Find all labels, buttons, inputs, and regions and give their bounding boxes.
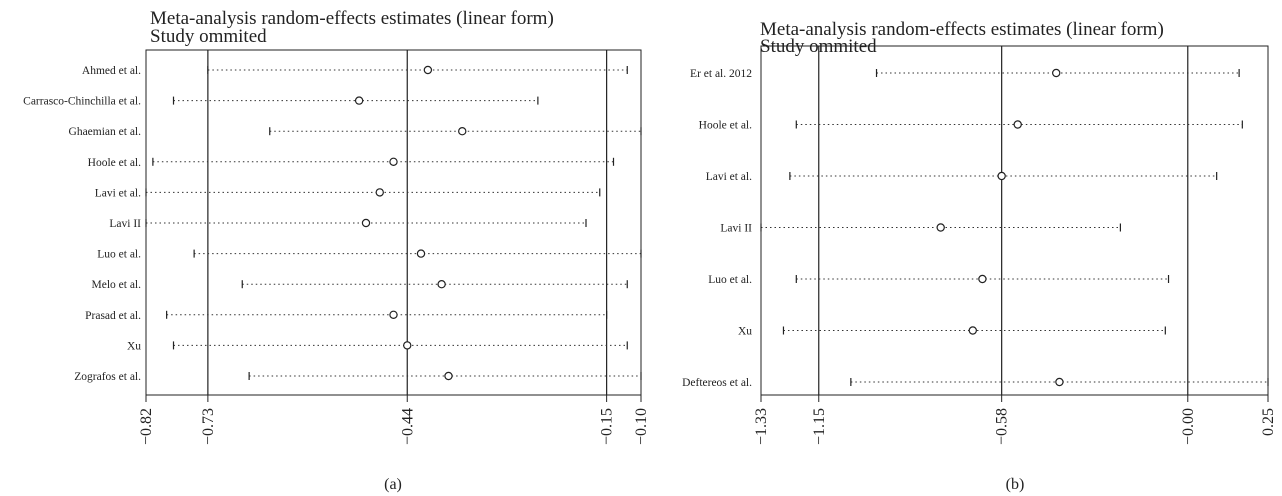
study-label: Xu [738, 326, 752, 338]
point-estimate [389, 310, 398, 319]
point-estimate [444, 371, 453, 381]
study-label: Xu [127, 340, 141, 352]
study-label: Lavi II [109, 218, 141, 230]
study-label: Lavi II [720, 223, 752, 235]
point-estimate [416, 249, 426, 258]
tick-label: −0.00 [1180, 408, 1197, 445]
tick-label: −1.15 [811, 408, 828, 445]
study-label: Zografos et al. [74, 371, 141, 383]
tick-label: −1.33 [753, 408, 770, 445]
point-estimate [1055, 377, 1064, 387]
study-label: Luo et al. [97, 249, 141, 261]
point-estimate [1052, 68, 1061, 78]
point-estimate [458, 126, 467, 136]
point-estimate [968, 326, 977, 335]
plot-frame [760, 45, 1269, 396]
study-label: Hoole et al. [88, 157, 141, 169]
chart-subtitle: Study ommited [150, 26, 267, 47]
tick-label: −0.73 [200, 408, 217, 445]
study-label: Deftereos et al. [682, 377, 752, 389]
study-label: Ghaemian et al. [69, 126, 142, 138]
tick-label: −0.44 [399, 408, 416, 445]
study-label: Lavi et al. [706, 171, 752, 183]
point-estimate [1013, 120, 1022, 129]
study-label: Er et al. 2012 [690, 68, 752, 80]
panel-label: (a) [384, 476, 402, 493]
point-estimate [389, 157, 398, 166]
study-label: Luo et al. [708, 274, 752, 286]
tick-label: −0.15 [599, 408, 616, 445]
study-label: Melo et al. [92, 279, 142, 291]
point-estimate [423, 65, 433, 75]
study-label: Hoole et al. [699, 120, 752, 132]
point-estimate [437, 280, 446, 289]
forest-panel-2: Meta-analysis random-effects estimates (… [682, 19, 1277, 493]
point-estimate [978, 274, 987, 284]
study-label: Prasad et al. [85, 310, 141, 322]
study-label: Carrasco-Chinchilla et al. [23, 96, 141, 108]
point-estimate [354, 96, 364, 105]
tick-label: 0.25 [1260, 408, 1277, 436]
point-estimate [403, 341, 412, 350]
study-label: Lavi et al. [95, 187, 141, 199]
forest-panel-1: Meta-analysis random-effects estimates (… [23, 8, 650, 493]
tick-label: −0.58 [994, 408, 1011, 445]
point-estimate [997, 171, 1006, 181]
point-estimate [375, 188, 384, 197]
tick-label: −0.10 [633, 408, 650, 445]
tick-label: −0.82 [138, 408, 155, 445]
point-estimate [361, 218, 371, 228]
chart-title: Meta-analysis random-effects estimates (… [150, 8, 554, 29]
point-estimate [936, 223, 945, 232]
chart-title: Meta-analysis random-effects estimates (… [760, 19, 1164, 40]
study-label: Ahmed et al. [82, 65, 141, 77]
panel-label: (b) [1006, 476, 1025, 493]
